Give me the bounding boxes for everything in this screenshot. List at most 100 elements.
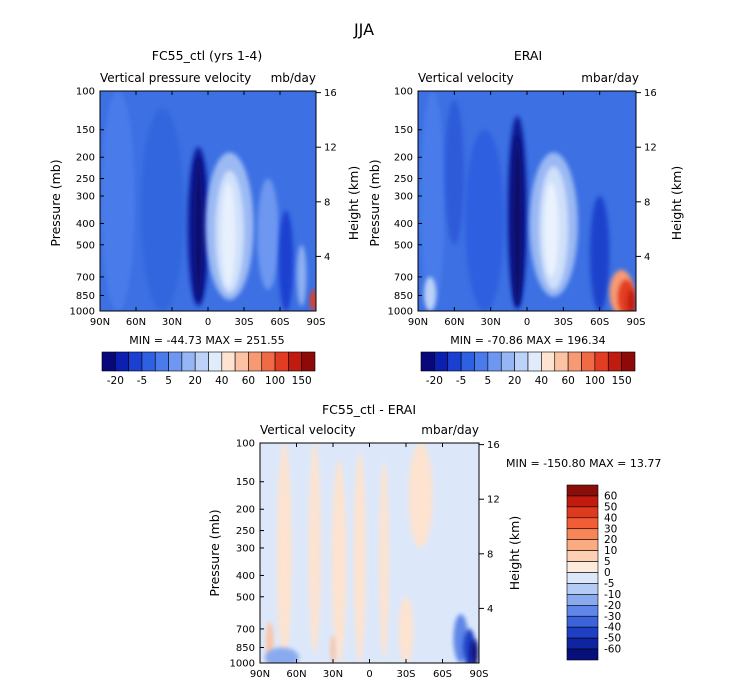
colorbar-swatch [566, 539, 599, 551]
panel-right: ERAI Vertical velocity mbar/day 90N 60N 30… [367, 48, 684, 387]
colorbar-label: -40 [604, 622, 621, 634]
y-tick-label: 850 [236, 643, 255, 654]
colorbar-swatch [566, 484, 599, 497]
contour-region [379, 460, 389, 659]
colorbar-swatch [115, 351, 129, 372]
colorbar-swatch [234, 351, 249, 372]
y-tick-label: 150 [76, 125, 95, 136]
y-tick-label: 700 [394, 272, 413, 283]
contour-region [589, 195, 610, 311]
y-tick-label: 100 [394, 87, 413, 98]
panel-right-ylabel: Pressure (mb) [367, 159, 382, 246]
colorbar-swatch [301, 351, 316, 372]
colorbar-label: -30 [604, 611, 621, 623]
colorbar-swatch [566, 517, 599, 530]
x-tick-label: 60S [433, 669, 452, 680]
colorbar-swatch [621, 351, 636, 372]
x-tick-label: 60N [126, 317, 146, 328]
colorbar-label: 20 [189, 375, 202, 387]
height-tick-label: 4 [324, 252, 330, 263]
height-tick-label: 16 [644, 88, 657, 99]
colorbar-swatch [566, 648, 599, 661]
colorbar-label: 60 [561, 375, 574, 387]
y-tick-label: 400 [394, 219, 413, 230]
colorbar-swatch [554, 351, 569, 372]
colorbar-swatch [566, 550, 599, 562]
colorbar-swatch [194, 351, 209, 372]
colorbar-label: -5 [137, 375, 147, 387]
contour-region [444, 100, 465, 245]
colorbar-label: 100 [585, 375, 605, 387]
y-tick-label: 850 [76, 291, 95, 302]
colorbar-label: 60 [604, 490, 617, 502]
colorbar-label: -20 [604, 600, 621, 612]
colorbar-swatch [514, 351, 529, 372]
colorbar-label: 60 [242, 375, 255, 387]
colorbar-swatch [168, 351, 183, 372]
x-tick-label: 60N [286, 669, 306, 680]
y-tick-label: 250 [394, 174, 413, 185]
y-tick-label: 500 [394, 240, 413, 251]
x-tick-label: 90S [626, 317, 645, 328]
colorbar-swatch [566, 583, 599, 595]
colorbar-label: 20 [508, 375, 521, 387]
x-tick-label: 60S [590, 317, 609, 328]
colorbar-swatch [566, 528, 599, 540]
colorbar-swatch [447, 351, 462, 372]
panel-left-stats: MIN = -44.73 MAX = 251.55 [129, 334, 284, 347]
colorbar-label: 30 [604, 523, 617, 535]
colorbar-swatch [566, 506, 599, 519]
panel-right-subtitle-right: mbar/day [581, 71, 639, 85]
colorbar-swatch [566, 561, 599, 573]
y-tick-label: 300 [394, 191, 413, 202]
colorbar-label: 150 [612, 375, 632, 387]
contour-region [420, 91, 445, 311]
y-tick-label: 500 [236, 592, 255, 603]
y-tick-label: 200 [76, 153, 95, 164]
colorbar-label: -20 [426, 375, 443, 387]
colorbar-swatch [128, 351, 143, 372]
colorbar-label: 0 [604, 567, 611, 579]
colorbar-label: 10 [604, 545, 617, 557]
colorbar-swatch [567, 351, 582, 372]
contour-region [543, 182, 559, 277]
y-tick-label: 850 [394, 291, 413, 302]
colorbar-swatch [487, 351, 502, 372]
y-tick-label: 150 [236, 477, 255, 488]
panel-right-stats: MIN = -70.86 MAX = 196.34 [450, 334, 605, 347]
contour-region [408, 443, 433, 548]
colorbar-swatch [500, 351, 515, 372]
y-tick-label: 200 [394, 153, 413, 164]
x-tick-label: 0 [205, 317, 211, 328]
x-tick-label: 90N [90, 317, 110, 328]
x-tick-label: 30N [481, 317, 501, 328]
colorbar-swatch [248, 351, 263, 372]
colorbar-label: -10 [604, 589, 621, 601]
contour-field-left [100, 91, 316, 311]
colorbar-label: 40 [535, 375, 548, 387]
contour-region [193, 157, 204, 301]
panel-diff: FC55_ctl - ERAI Vertical velocity mbar/d… [207, 402, 661, 680]
x-tick-label: 90N [250, 669, 270, 680]
contour-region [308, 443, 321, 653]
colorbar-swatch [566, 572, 599, 584]
contour-region [470, 639, 478, 663]
colorbar-swatch [434, 351, 449, 372]
colorbar-swatch [261, 351, 276, 372]
panel-right-subtitle-left: Vertical velocity [418, 71, 514, 85]
colorbar-label: -60 [604, 644, 621, 656]
height-tick-label: 4 [487, 604, 493, 615]
height-tick-label: 8 [324, 197, 330, 208]
panel-diff-subtitle-left: Vertical velocity [260, 423, 356, 437]
height-tick-label: 12 [644, 143, 657, 154]
contour-field-right [418, 91, 636, 311]
x-tick-label: 60N [444, 317, 464, 328]
panel-left: FC55_ctl (yrs 1-4) Vertical pressure vel… [48, 48, 361, 387]
contour-region [310, 289, 316, 311]
y-tick-label: 250 [236, 526, 255, 537]
contour-region [330, 635, 336, 663]
panel-diff-stats: MIN = -150.80 MAX = 13.77 [506, 457, 661, 470]
contour-region [627, 289, 635, 311]
colorbar-swatch [541, 351, 556, 372]
